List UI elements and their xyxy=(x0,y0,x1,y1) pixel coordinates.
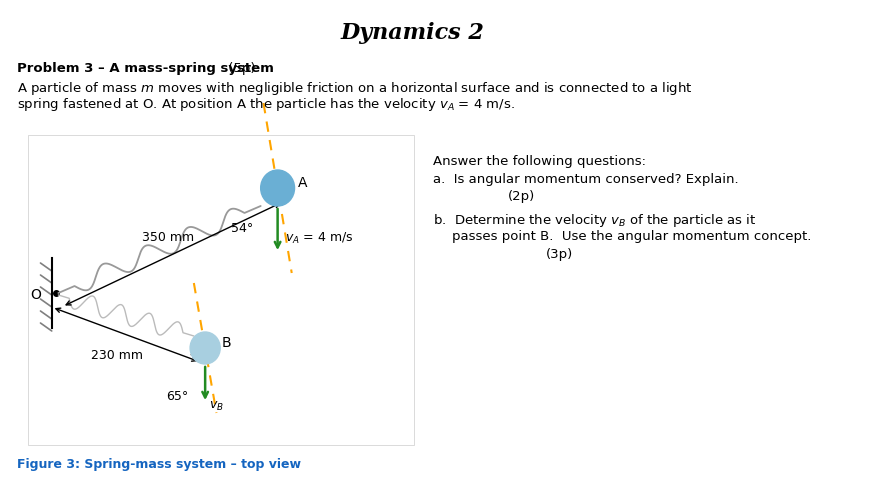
Text: (2p): (2p) xyxy=(508,190,536,203)
Text: B: B xyxy=(222,336,232,350)
Text: 54°: 54° xyxy=(231,222,253,235)
Text: Problem 3 – A mass-spring system: Problem 3 – A mass-spring system xyxy=(17,62,274,75)
Text: $v_B$: $v_B$ xyxy=(209,400,224,412)
Text: passes point B.  Use the angular momentum concept.: passes point B. Use the angular momentum… xyxy=(452,230,811,243)
Text: $v_A$ = 4 m/s: $v_A$ = 4 m/s xyxy=(285,230,353,245)
Text: 350 mm: 350 mm xyxy=(142,231,194,244)
Text: (3p): (3p) xyxy=(545,248,573,261)
Text: a.  Is angular momentum conserved? Explain.: a. Is angular momentum conserved? Explai… xyxy=(433,173,738,186)
Text: Answer the following questions:: Answer the following questions: xyxy=(433,155,645,168)
Circle shape xyxy=(190,332,220,364)
Text: 65°: 65° xyxy=(166,389,188,403)
Text: Dynamics 2: Dynamics 2 xyxy=(340,22,484,44)
Text: spring fastened at O. At position A the particle has the velocity $v_A$ = 4 m/s.: spring fastened at O. At position A the … xyxy=(17,96,515,113)
Text: b.  Determine the velocity $v_B$ of the particle as it: b. Determine the velocity $v_B$ of the p… xyxy=(433,212,756,229)
Circle shape xyxy=(260,170,295,206)
Text: 230 mm: 230 mm xyxy=(90,348,143,362)
Bar xyxy=(28,135,414,445)
Text: Figure 3: Spring-mass system – top view: Figure 3: Spring-mass system – top view xyxy=(17,458,301,471)
Text: O: O xyxy=(31,288,41,302)
Text: A: A xyxy=(298,176,308,190)
Text: A particle of mass $m$ moves with negligible friction on a horizontal surface an: A particle of mass $m$ moves with neglig… xyxy=(17,80,693,97)
Text: (5p): (5p) xyxy=(224,62,255,75)
